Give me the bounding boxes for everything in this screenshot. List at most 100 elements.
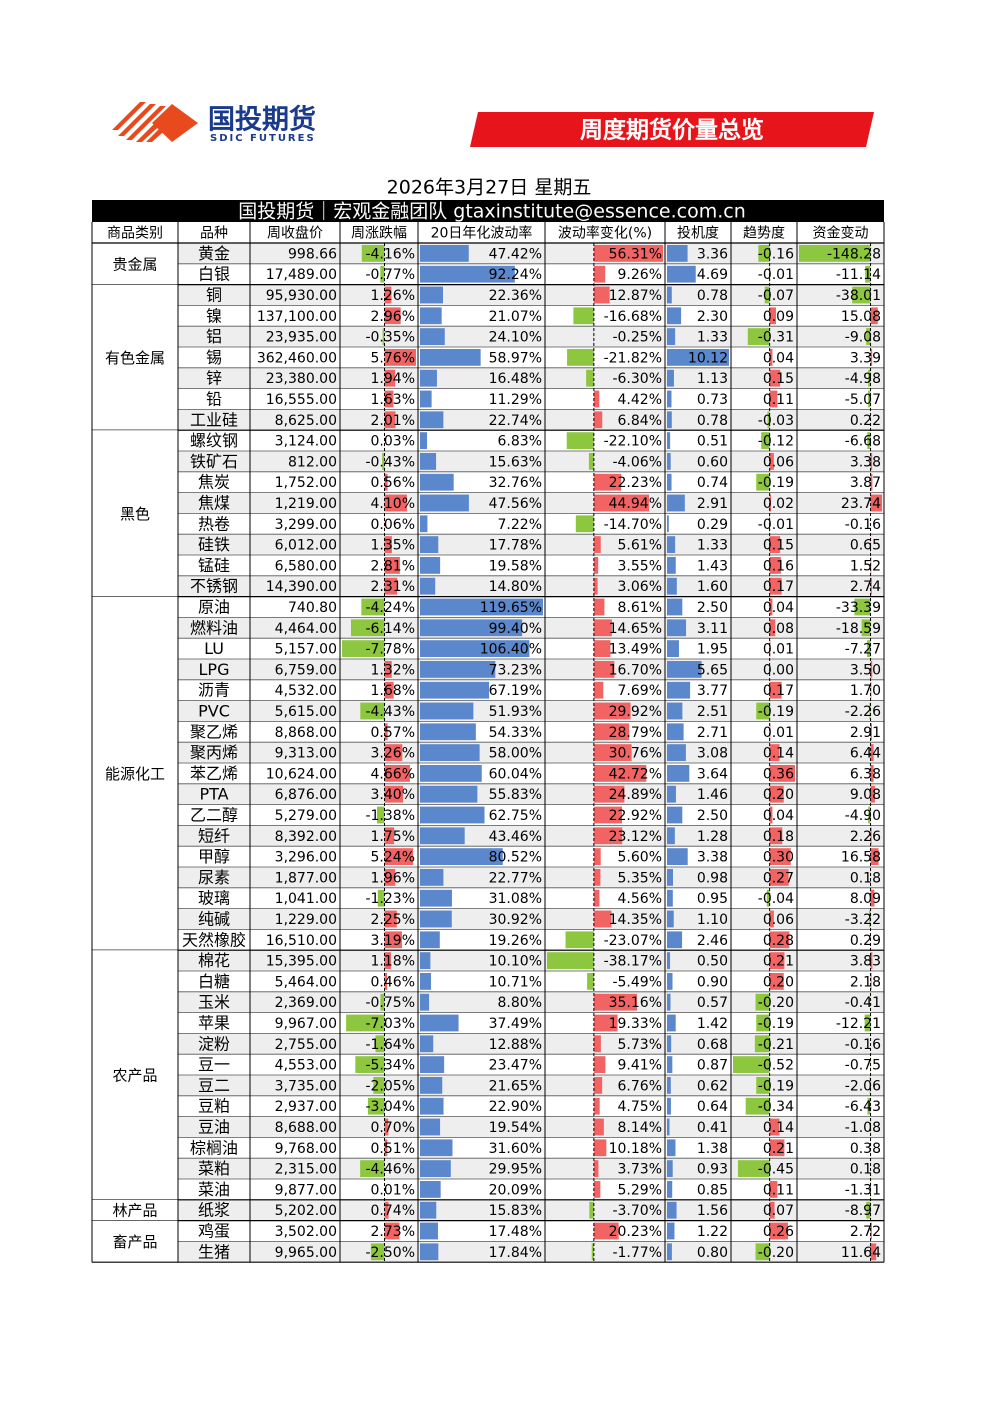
data-bar [667,536,676,553]
cell-value: 0.28 [763,933,794,949]
cell-value: 1.26% [371,288,415,304]
data-bar [870,1118,871,1136]
cell-value: -0.52 [758,1058,794,1074]
data-bar [420,640,530,657]
row-bg [178,388,884,410]
data-bar [769,1139,785,1157]
data-bar [370,1243,385,1261]
cell-value: 0.60 [697,454,728,470]
row-bg [178,825,884,847]
column-header: 周收盘价 [267,225,323,242]
cell-value: 119.65% [480,600,542,616]
cell-value: -14.70% [604,517,662,533]
data-bar [380,993,385,1011]
data-bar [769,536,781,553]
data-bar [420,473,454,491]
data-bar [667,1181,673,1198]
cell-value: 0.11 [763,392,794,408]
cell-value: 20.09% [489,1182,542,1198]
cell-value: 6.76% [618,1078,662,1094]
cell-value: 1,041.00 [275,891,337,907]
group-name: 有色金属 [105,349,165,367]
cell-value: -0.25% [612,330,662,346]
data-bar [420,1139,453,1157]
cell-value: -5.34% [365,1058,415,1074]
cell-value: 8,625.00 [275,413,337,429]
cell-value: 9,768.00 [275,1141,337,1157]
data-bar [573,307,594,325]
data-bar [866,328,871,345]
cell-value: 17.78% [489,538,542,554]
data-bar [769,349,773,366]
data-bar [867,1097,871,1115]
cell-value: 1.68% [371,683,415,699]
cell-value: 2.46 [697,933,728,949]
logo-subtext: SDIC FUTURES [210,133,316,144]
cell-value: 0.01 [763,725,794,741]
data-bar [754,1035,770,1053]
data-bar [769,619,776,637]
row-bg [178,451,884,472]
cell-value: 12.87% [609,288,662,304]
group-cell [92,596,178,951]
data-bar [420,993,430,1011]
cell-value: -0.75 [845,1058,881,1074]
cell-value: -7.27 [845,642,881,658]
data-bar [766,889,770,907]
data-bar [420,536,439,553]
cell-value: 4.42% [618,392,662,408]
data-bar [593,619,612,637]
data-bar [420,1118,441,1136]
product-name: 铝 [206,327,222,346]
cell-value: 5.60% [618,850,662,866]
column-header: 投机度 [677,226,719,242]
data-bar [384,536,392,553]
data-bar [667,1056,673,1073]
cell-value: 16.70% [609,662,662,678]
group-name: 林产品 [112,1202,157,1220]
cell-value: 0.26 [763,1224,794,1240]
cell-value: 0.85 [697,1182,728,1198]
cell-value: 16.48% [489,371,542,387]
data-bar [667,744,686,761]
data-bar [342,640,385,657]
data-bar [375,1035,385,1053]
cell-value: 2,315.00 [275,1162,337,1178]
data-bar [756,473,770,491]
cell-value: 0.18 [850,1162,881,1178]
cell-value: 3.40% [371,787,415,803]
data-bar [420,702,474,720]
cell-value: 0.57% [371,725,415,741]
column-header: 品种 [200,226,228,242]
data-bar [667,619,687,637]
data-bar [667,598,683,616]
cell-value: 8.09 [850,891,881,907]
cell-value: 6.38 [850,766,881,782]
cell-value: 0.57 [697,995,728,1011]
cell-value: 4.75% [618,1099,662,1115]
cell-value: 0.14 [763,746,794,762]
product-name: 热卷 [198,514,230,533]
cell-value: 10.10% [489,954,542,970]
cell-value: 21.65% [489,1078,542,1094]
data-bar [667,702,683,720]
cell-value: 9,965.00 [275,1245,337,1261]
data-bar [420,973,432,990]
data-bar [870,889,875,907]
cell-value: 0.51 [697,434,728,450]
cell-value: 2.50 [697,808,728,824]
data-bar [384,973,388,990]
cell-value: 1.75% [371,829,415,845]
cell-value: 19.26% [489,933,542,949]
data-bar [755,1243,770,1261]
cell-value: 17.48% [489,1224,542,1240]
cell-value: -6.68 [845,434,881,450]
product-name: 沥青 [198,681,230,700]
data-bar [420,1077,443,1094]
data-bar [756,1077,770,1094]
data-bar [667,1160,673,1177]
cell-value: 43.46% [489,829,542,845]
cell-value: -4.24% [365,600,415,616]
data-bar [667,723,684,741]
cell-value: 5,464.00 [275,974,337,990]
